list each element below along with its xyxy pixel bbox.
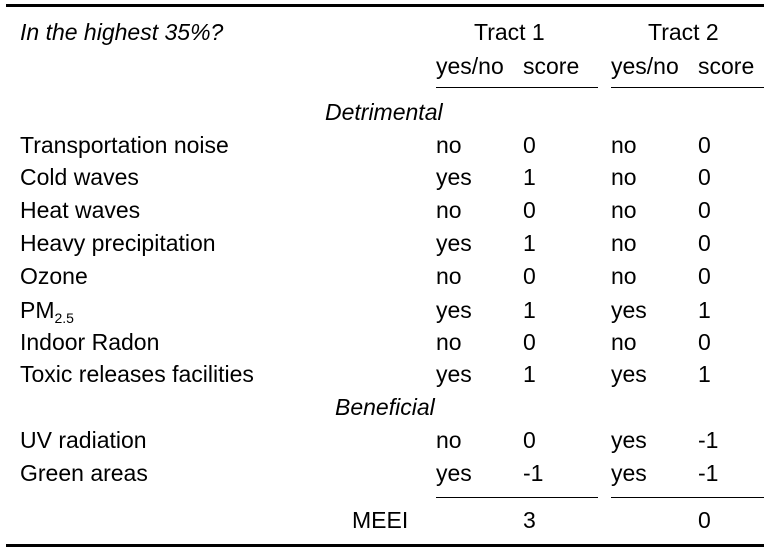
tract1-yesno: no <box>436 329 462 355</box>
tract1-score: 0 <box>523 197 536 223</box>
top-rule <box>6 4 764 7</box>
tract1-yesno: no <box>436 132 462 158</box>
tract1-subheader-rule <box>436 87 598 88</box>
row-label: Transportation noise <box>20 132 229 158</box>
row-label: PM2.5 <box>20 297 74 326</box>
tract2-total-rule <box>611 497 764 498</box>
tract2-total-score: 0 <box>698 507 711 533</box>
tract1-yesno-header: yes/no <box>436 53 504 79</box>
tract2-yesno: no <box>611 263 637 289</box>
tract1-yesno: yes <box>436 361 472 387</box>
corner-header: In the highest 35%? <box>20 19 224 45</box>
tract1-yesno: no <box>436 427 462 453</box>
row-label: Indoor Radon <box>20 329 160 355</box>
tract1-score: 0 <box>523 132 536 158</box>
tract1-yesno: no <box>436 197 462 223</box>
row-label-main: PM <box>20 297 55 323</box>
tract2-score: 0 <box>698 132 711 158</box>
tract1-yesno: no <box>436 263 462 289</box>
total-label: MEEI <box>352 507 409 533</box>
tract2-yesno: yes <box>611 427 647 453</box>
bottom-rule <box>6 544 764 547</box>
section-title-detrimental: Detrimental <box>325 99 443 125</box>
tract2-title: Tract 2 <box>648 19 719 45</box>
tract2-score: 0 <box>698 329 711 355</box>
tract1-score: 0 <box>523 263 536 289</box>
section-title-beneficial: Beneficial <box>335 394 435 420</box>
tract2-yesno: no <box>611 197 637 223</box>
tract1-title: Tract 1 <box>474 19 545 45</box>
tract2-yesno: no <box>611 230 637 256</box>
tract1-score: -1 <box>523 460 544 486</box>
tract2-score: 0 <box>698 230 711 256</box>
tract1-score: 1 <box>523 297 536 323</box>
tract1-score: 0 <box>523 427 536 453</box>
tract1-yesno: yes <box>436 460 472 486</box>
tract2-score: -1 <box>698 460 719 486</box>
tract1-score: 1 <box>523 361 536 387</box>
tract2-yesno: yes <box>611 361 647 387</box>
tract1-yesno: yes <box>436 230 472 256</box>
tract2-score: 0 <box>698 164 711 190</box>
row-label: Ozone <box>20 263 88 289</box>
row-label-subscript: 2.5 <box>54 310 74 326</box>
tract2-subheader-rule <box>611 87 764 88</box>
tract1-score: 1 <box>523 230 536 256</box>
row-label: Green areas <box>20 460 148 486</box>
row-label: Heat waves <box>20 197 141 223</box>
tract1-yesno: yes <box>436 164 472 190</box>
row-label: Cold waves <box>20 164 139 190</box>
tract1-total-score: 3 <box>523 507 536 533</box>
tract1-score: 0 <box>523 329 536 355</box>
tract2-score: 0 <box>698 263 711 289</box>
tract2-score: 1 <box>698 361 711 387</box>
tract1-yesno: yes <box>436 297 472 323</box>
tract2-yesno: no <box>611 329 637 355</box>
tract2-score: 1 <box>698 297 711 323</box>
tract2-yesno: no <box>611 132 637 158</box>
row-label: Heavy precipitation <box>20 230 216 256</box>
tract1-total-rule <box>436 497 598 498</box>
tract2-score: 0 <box>698 197 711 223</box>
tract1-score: 1 <box>523 164 536 190</box>
tract2-score-header: score <box>698 53 755 79</box>
tract2-yesno-header: yes/no <box>611 53 679 79</box>
tract2-yesno: no <box>611 164 637 190</box>
row-label: Toxic releases facilities <box>20 361 254 387</box>
tract1-score-header: score <box>523 53 580 79</box>
row-label: UV radiation <box>20 427 147 453</box>
tract2-score: -1 <box>698 427 719 453</box>
tract2-yesno: yes <box>611 460 647 486</box>
tract2-yesno: yes <box>611 297 647 323</box>
